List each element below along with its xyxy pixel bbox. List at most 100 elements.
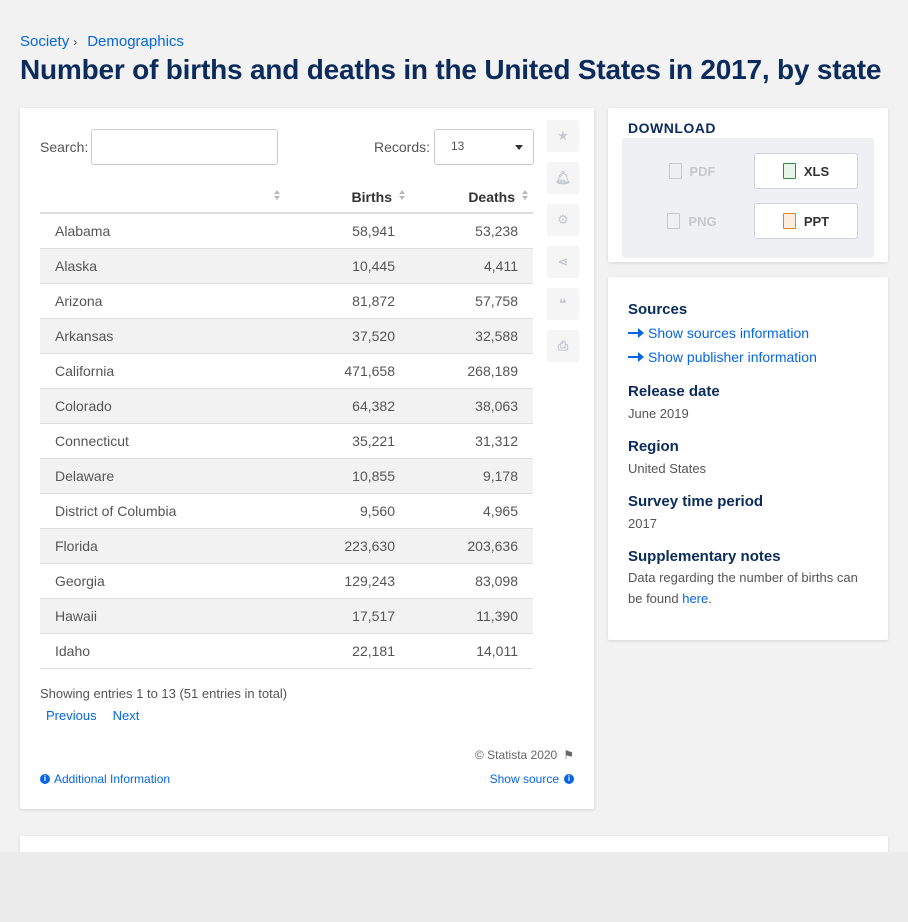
table-row: District of Columbia 9,560 4,965 [40,493,533,529]
table-cell-deaths: 268,189 [410,353,533,389]
table-cell-deaths: 57,758 [410,283,533,319]
table-cell-deaths: 32,588 [410,318,533,354]
additional-information-link[interactable]: i Additional Information [40,772,170,786]
supplementary-notes: Data regarding the number of births can … [628,567,868,609]
notes-end: . [708,591,712,606]
table-row: Delaware 10,855 9,178 [40,458,533,494]
table-row: Florida 223,630 203,636 [40,528,533,564]
table-cell-deaths: 9,178 [410,458,533,494]
flag-icon[interactable]: ⚑ [563,748,574,762]
print-icon[interactable]: ⎙ [547,330,579,362]
entries-info: Showing entries 1 to 13 (51 entries in t… [40,686,288,701]
records-select[interactable]: 13 [434,129,534,165]
ppt-file-icon [782,213,796,229]
table-cell-births: 471,658 [285,353,410,389]
table-cell-deaths: 4,411 [410,248,533,284]
download-ppt-button[interactable]: PPT [754,203,858,239]
table-row: Georgia 129,243 83,098 [40,563,533,599]
info-icon: i [40,774,50,784]
table-cell-births: 58,941 [285,213,410,249]
download-xls-button[interactable]: XLS [754,153,858,189]
breadcrumb-demographics[interactable]: Demographics [87,33,184,50]
share-icon[interactable]: ⋖ [547,246,579,278]
show-sources-label: Show sources information [648,325,810,341]
page-title: Number of births and deaths in the Unite… [20,54,882,85]
next-button[interactable]: Next [112,708,140,723]
release-date-heading: Release date [628,383,720,400]
table-cell-deaths: 53,238 [410,213,533,249]
previous-button[interactable]: Previous [46,708,97,723]
info-icon: i [564,774,574,784]
table-cell-state: Alabama [40,213,285,249]
table-cell-births: 10,855 [285,458,410,494]
table-cell-births: 64,382 [285,388,410,424]
download-card: DOWNLOAD PDF XLS PNG PPT [608,108,888,262]
survey-period-heading: Survey time period [628,493,764,510]
show-source-label: Show source [489,772,559,786]
table-cell-births: 10,445 [285,248,410,284]
table-cell-births: 81,872 [285,283,410,319]
bell-icon[interactable]: 🔔︎ [547,162,579,194]
xls-file-icon [782,163,796,179]
table-cell-deaths: 38,063 [410,388,533,424]
breadcrumb: Society › Demographics [20,33,184,50]
table-row: Idaho 22,181 14,011 [40,633,533,669]
credit-text: © Statista 2020 [475,748,558,762]
search-label: Search: [40,139,89,155]
table-cell-deaths: 31,312 [410,423,533,459]
download-pdf-button[interactable]: PDF [640,153,744,189]
pdf-file-icon [668,163,682,179]
tool-bar: ★ 🔔︎ ⚙ ⋖ ❝ ⎙ [547,120,581,372]
star-icon[interactable]: ★ [547,120,579,152]
table-cell-state: Arizona [40,283,285,319]
table-cell-state: Delaware [40,458,285,494]
table-cell-state: Hawaii [40,598,285,634]
table-cell-state: Georgia [40,563,285,599]
table-row: Arizona 81,872 57,758 [40,283,533,319]
show-publisher-label: Show publisher information [648,349,817,365]
table-cell-births: 9,560 [285,493,410,529]
gear-icon[interactable]: ⚙ [547,204,579,236]
arrow-right-icon [628,328,644,338]
download-png-button[interactable]: PNG [640,203,744,239]
show-sources-link[interactable]: Show sources information [628,325,809,341]
supplementary-notes-heading: Supplementary notes [628,548,781,565]
download-buttons: PDF XLS PNG PPT [622,138,874,258]
ppt-label: PPT [803,213,830,229]
column-header-state[interactable] [40,181,285,214]
arrow-right-icon [628,352,644,362]
png-label: PNG [688,213,717,229]
notes-link[interactable]: here [682,591,709,606]
download-title: DOWNLOAD [628,120,716,136]
column-header-births[interactable]: Births [285,181,410,214]
table-cell-state: Connecticut [40,423,285,459]
table-cell-state: California [40,353,285,389]
column-header-deaths[interactable]: Deaths [410,181,533,214]
records-value: 13 [451,139,465,153]
sort-icon [399,190,406,202]
copyright-credit: © Statista 2020 ⚑ [475,748,574,762]
table-cell-births: 129,243 [285,563,410,599]
region-heading: Region [628,438,679,455]
notes-text: Data regarding the number of births can … [628,570,858,606]
table-row: Connecticut 35,221 31,312 [40,423,533,459]
breadcrumb-society[interactable]: Society [20,33,70,50]
table-cell-state: Florida [40,528,285,564]
search-input[interactable] [91,129,278,165]
show-publisher-link[interactable]: Show publisher information [628,349,817,365]
pdf-label: PDF [689,163,716,179]
table-cell-deaths: 14,011 [410,633,533,669]
statistic-info-card: Sources Show sources information Show pu… [608,277,888,640]
show-source-link[interactable]: Show source i [490,772,574,786]
xls-label: XLS [803,163,830,179]
release-date-value: June 2019 [628,406,689,421]
region-value: United States [628,461,707,476]
sources-heading: Sources [628,301,688,318]
quote-icon[interactable]: ❝ [547,288,579,320]
table-cell-state: Colorado [40,388,285,424]
survey-period-value: 2017 [628,516,657,531]
sort-icon [274,190,281,202]
records-label: Records: [374,139,431,155]
table-cell-deaths: 83,098 [410,563,533,599]
table-cell-deaths: 203,636 [410,528,533,564]
